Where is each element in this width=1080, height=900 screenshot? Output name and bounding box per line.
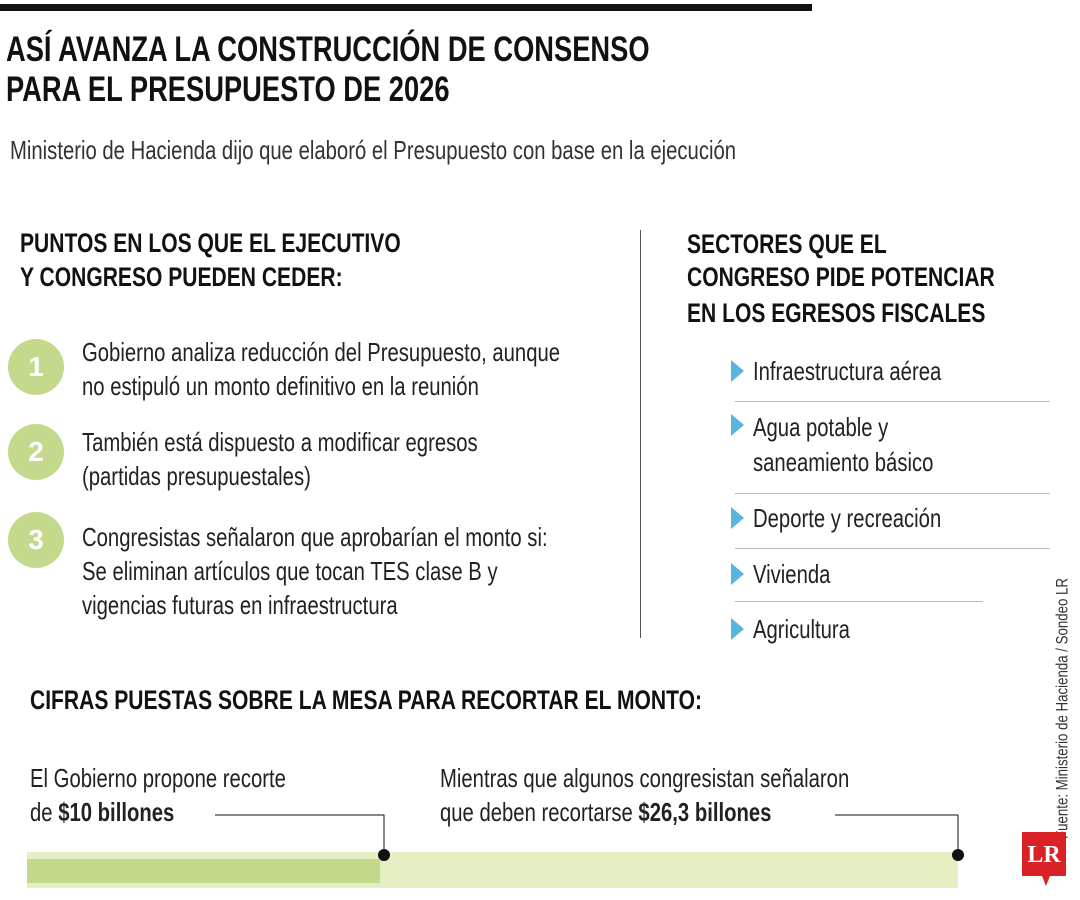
section-heading: PUNTOS EN LOS QUE EL EJECUTIVO <box>20 228 401 258</box>
sector: Vivienda <box>753 559 831 589</box>
figure-amount: $10 billones <box>58 797 175 827</box>
figure-text: Mientras que algunos congresistan señala… <box>440 763 850 793</box>
separator <box>735 548 1050 549</box>
bullet <box>731 563 744 585</box>
item-text: (partidas presupuestales) <box>82 461 311 491</box>
bullet <box>731 414 744 436</box>
item-text: También está dispuesto a modificar egres… <box>82 427 478 457</box>
item-number: 3 <box>8 512 64 568</box>
item-text: no estipuló un monto definitivo en la re… <box>82 371 479 401</box>
sector: Agricultura <box>753 614 850 644</box>
separator <box>735 601 983 602</box>
connector <box>835 814 959 855</box>
section-heading: CONGRESO PIDE POTENCIAR <box>687 262 995 292</box>
top-rule <box>0 4 812 11</box>
logo: LR <box>1027 842 1061 868</box>
figure-text: de $10 billones <box>30 799 174 825</box>
section-heading: EN LOS EGRESOS FISCALES <box>687 298 986 328</box>
figure-text: El Gobierno propone recorte <box>30 763 286 793</box>
sector: saneamiento básico <box>753 447 934 477</box>
bullet <box>731 618 744 640</box>
figure-text: que deben recortarse $26,3 billones <box>440 799 771 825</box>
title: PARA EL PRESUPUESTO DE 2026 <box>6 70 450 109</box>
item-text: Se eliminan artículos que tocan TES clas… <box>82 556 498 586</box>
marker <box>952 849 964 861</box>
sector: Infraestructura aérea <box>753 356 942 386</box>
figure-amount: $26,3 billones <box>638 797 772 827</box>
sector: Agua potable y <box>753 412 889 442</box>
bar-government <box>27 859 380 883</box>
connector <box>215 814 385 855</box>
divider <box>640 230 641 638</box>
section-heading: SECTORES QUE EL <box>687 229 887 259</box>
item-text: Gobierno analiza reducción del Presupues… <box>82 337 561 367</box>
subtitle: Ministerio de Hacienda dijo que elaboró … <box>10 135 737 165</box>
item-number: 2 <box>8 424 64 480</box>
title: ASÍ AVANZA LA CONSTRUCCIÓN DE CONSENSO <box>6 30 650 69</box>
bullet <box>731 360 744 382</box>
bullet <box>731 507 744 529</box>
marker <box>378 849 390 861</box>
item-text: Congresistas señalaron que aprobarían el… <box>82 522 548 552</box>
separator <box>735 493 1050 494</box>
figure-prefix: de <box>30 797 53 827</box>
item-number: 1 <box>8 339 64 395</box>
section-heading: Y CONGRESO PUEDEN CEDER: <box>20 262 343 292</box>
section-heading: CIFRAS PUESTAS SOBRE LA MESA PARA RECORT… <box>30 685 703 715</box>
logo-badge <box>1022 832 1066 886</box>
sector: Deporte y recreación <box>753 503 942 533</box>
separator <box>735 401 1050 402</box>
item-text: vigencias futuras en infraestructura <box>82 590 398 620</box>
figure-prefix: que deben recortarse <box>440 797 633 827</box>
